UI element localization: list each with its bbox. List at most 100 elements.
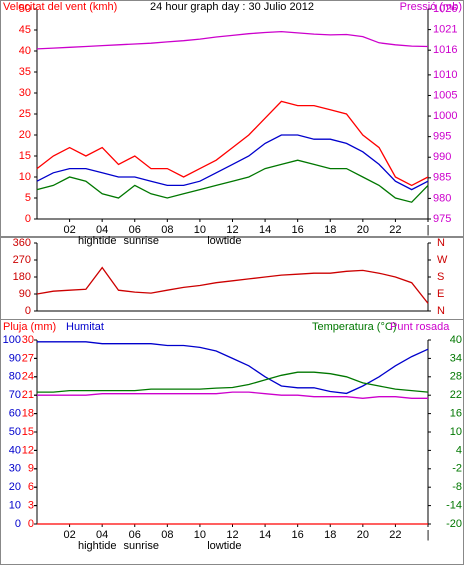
tick-label: 100 xyxy=(3,334,21,346)
x-tick-label: 14 xyxy=(259,224,271,236)
tick-label: 25 xyxy=(19,108,31,120)
legend-entry: Punt rosada xyxy=(390,321,450,333)
x-tick-label: 20 xyxy=(357,529,369,541)
tick-label: 270 xyxy=(13,254,31,266)
x-tick-label: 06 xyxy=(129,529,141,541)
x-tick-label: | xyxy=(427,529,430,541)
tick-label: 12 xyxy=(22,444,34,456)
tick-label: S xyxy=(437,271,444,283)
series-line xyxy=(36,134,429,191)
tick-label: 40 xyxy=(450,334,462,346)
tick-label: 35 xyxy=(19,66,31,78)
series-line xyxy=(36,159,429,203)
series-line xyxy=(36,100,429,187)
series-line xyxy=(36,30,429,50)
tick-label: 50 xyxy=(9,426,21,438)
tick-label: 90 xyxy=(9,352,21,364)
tick-label: 90 xyxy=(19,288,31,300)
panel-frame xyxy=(0,319,464,565)
tick-label: 9 xyxy=(28,463,34,475)
tick-label: 0 xyxy=(25,213,31,225)
x-tick-label: 08 xyxy=(161,529,173,541)
x-tick-label: 22 xyxy=(389,529,401,541)
x-tick-label: 02 xyxy=(63,529,75,541)
chart-title: 24 hour graph day : 30 Julio 2012 xyxy=(150,1,314,13)
tick-label: 45 xyxy=(19,24,31,36)
tick-label: 10 xyxy=(9,500,21,512)
tick-label: 5 xyxy=(25,192,31,204)
tick-label: 975 xyxy=(433,213,451,225)
tick-label: 21 xyxy=(22,389,34,401)
x-tick-label: 20 xyxy=(357,224,369,236)
tick-label: 980 xyxy=(433,192,451,204)
legend-entry: Humitat xyxy=(66,321,104,333)
tick-label: 990 xyxy=(433,151,451,163)
tick-label: 30 xyxy=(9,463,21,475)
tick-label: 3 xyxy=(28,500,34,512)
tick-label: 30 xyxy=(19,87,31,99)
tick-label: 10 xyxy=(19,171,31,183)
chart-title: Velocitat del vent (kmh) xyxy=(3,1,117,13)
x-tick-label: 10 xyxy=(194,529,206,541)
tick-label: N xyxy=(437,237,445,249)
tick-label: -2 xyxy=(452,463,462,475)
tick-label: 16 xyxy=(450,408,462,420)
tick-label: 60 xyxy=(9,408,21,420)
x-tick-label: 16 xyxy=(292,529,304,541)
legend-entry: Pluja (mm) xyxy=(3,321,56,333)
tick-label: 360 xyxy=(13,237,31,249)
tick-label: 1026 xyxy=(433,3,457,15)
series-line xyxy=(37,391,428,399)
x-tick-label: 04 xyxy=(96,529,108,541)
tick-label: 22 xyxy=(450,389,462,401)
tick-label: 40 xyxy=(9,444,21,456)
tick-label: 0 xyxy=(25,305,31,317)
tick-label: 20 xyxy=(9,481,21,493)
series-line xyxy=(37,371,429,393)
x-tick-label: 12 xyxy=(226,529,238,541)
tick-label: 0 xyxy=(15,518,21,530)
tick-label: 995 xyxy=(433,131,451,143)
x-tick-label: | xyxy=(427,224,430,236)
tick-label: W xyxy=(437,254,448,266)
tick-label: 28 xyxy=(450,371,462,383)
tick-label: 30 xyxy=(22,334,34,346)
tick-label: 40 xyxy=(19,45,31,57)
tick-label: 1010 xyxy=(433,69,457,81)
tick-label: -8 xyxy=(452,481,462,493)
tick-label: 15 xyxy=(22,426,34,438)
x-tick-label: 10 xyxy=(194,224,206,236)
tick-label: 50 xyxy=(19,3,31,15)
tick-label: 4 xyxy=(456,444,462,456)
tick-label: 18 xyxy=(22,408,34,420)
tick-label: 1021 xyxy=(433,23,457,35)
tick-label: 1000 xyxy=(433,110,457,122)
tick-label: 6 xyxy=(28,481,34,493)
x-tick-label: 14 xyxy=(259,529,271,541)
annotation: hightide xyxy=(78,540,117,552)
tick-label: 985 xyxy=(433,172,451,184)
tick-label: 10 xyxy=(450,426,462,438)
tick-label: N xyxy=(437,305,445,317)
tick-label: E xyxy=(437,288,444,300)
tick-label: 1016 xyxy=(433,44,457,56)
chart-title: Pressió (mb) xyxy=(400,1,462,13)
x-tick-label: 18 xyxy=(324,529,336,541)
x-tick-label: 08 xyxy=(161,224,173,236)
x-tick-label: 02 xyxy=(63,224,75,236)
x-tick-label: 06 xyxy=(129,224,141,236)
tick-label: 1005 xyxy=(433,89,457,101)
annotation: hightide xyxy=(78,235,117,247)
annotation: sunrise xyxy=(124,235,159,247)
annotation: lowtide xyxy=(207,540,241,552)
tick-label: 24 xyxy=(22,371,34,383)
tick-label: 0 xyxy=(28,518,34,530)
x-tick-label: 12 xyxy=(226,224,238,236)
tick-label: 180 xyxy=(13,271,31,283)
tick-label: -14 xyxy=(446,500,462,512)
tick-label: 34 xyxy=(450,352,462,364)
annotation: lowtide xyxy=(207,235,241,247)
legend-entry: Temperatura (°C) xyxy=(312,321,396,333)
x-tick-label: 16 xyxy=(292,224,304,236)
